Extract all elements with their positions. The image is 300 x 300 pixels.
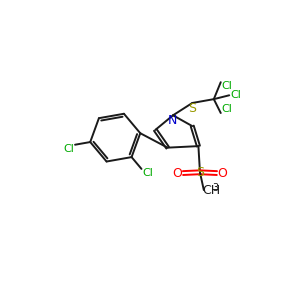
Text: Cl: Cl: [63, 144, 74, 154]
Text: S: S: [196, 166, 204, 179]
Text: N: N: [167, 114, 177, 127]
Text: S: S: [188, 102, 196, 115]
Text: Cl: Cl: [221, 104, 233, 114]
Text: 3: 3: [212, 183, 218, 193]
Text: Cl: Cl: [221, 81, 233, 92]
Text: Cl: Cl: [142, 168, 153, 178]
Text: Cl: Cl: [230, 90, 241, 100]
Text: O: O: [218, 167, 227, 180]
Text: O: O: [172, 167, 182, 180]
Text: CH: CH: [202, 184, 220, 196]
